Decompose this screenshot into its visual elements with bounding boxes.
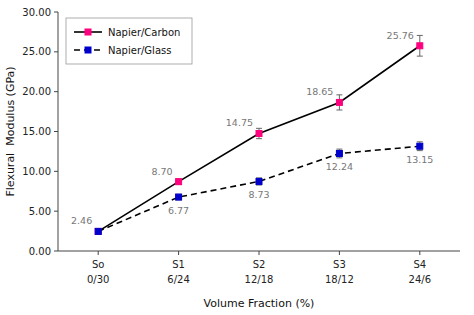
error-bar	[256, 178, 262, 185]
y-tick	[54, 91, 58, 92]
x-axis-title: Volume Fraction (%)	[204, 297, 315, 310]
data-label: 6.77	[168, 205, 189, 216]
y-tick-label: 10.00	[22, 166, 51, 177]
data-label: 12.24	[326, 161, 353, 172]
marker	[176, 194, 182, 200]
x-tick-sublabel: 12/18	[245, 274, 274, 285]
data-label: 13.15	[406, 154, 433, 165]
axes: 0.00 5.00 10.00 15.00 20.00 25.00 30.00 So 0/30 S…	[22, 7, 460, 286]
series-line	[98, 146, 420, 231]
data-label: 2.46	[71, 215, 92, 226]
y-tick	[54, 12, 58, 13]
legend: Napier/Carbon Napier/Glass	[66, 18, 192, 64]
y-tick-label: 15.00	[22, 126, 51, 137]
y-tick	[54, 131, 58, 132]
error-bar	[256, 128, 262, 138]
marker	[336, 99, 342, 105]
y-tick-label: 30.00	[22, 7, 51, 18]
legend-marker	[85, 47, 91, 53]
x-tick-sublabel: 18/12	[325, 274, 354, 285]
x-tick	[419, 251, 420, 255]
x-tick-label: S4	[413, 259, 426, 270]
plot-area	[95, 35, 423, 234]
series-line	[98, 46, 420, 232]
x-tick-sublabel: 24/6	[409, 274, 431, 285]
legend-label: Napier/Glass	[108, 45, 171, 56]
marker	[417, 43, 423, 49]
legend-marker	[85, 29, 91, 35]
error-bar	[336, 95, 342, 110]
data-label: 14.75	[226, 117, 253, 128]
legend-box	[66, 18, 192, 64]
series	[95, 35, 423, 234]
y-tick	[54, 211, 58, 212]
data-label: 8.70	[151, 166, 172, 177]
x-tick-label: S1	[172, 259, 185, 270]
marker	[176, 179, 182, 185]
error-bar	[176, 179, 182, 185]
error-bar	[417, 142, 423, 151]
legend-label: Napier/Carbon	[108, 27, 180, 38]
x-tick	[259, 251, 260, 255]
x-tick	[178, 251, 179, 255]
error-bar	[336, 149, 342, 158]
x-tick-sublabel: 6/24	[167, 274, 189, 285]
y-axis-title: Flexural Modulus (GPa)	[4, 66, 17, 196]
x-tick-sublabel: 0/30	[87, 274, 109, 285]
y-tick	[54, 251, 58, 252]
data-label: 8.73	[248, 189, 269, 200]
x-tick	[339, 251, 340, 255]
background	[0, 0, 474, 315]
y-tick-label: 25.00	[22, 46, 51, 57]
x-tick-label: S3	[333, 259, 346, 270]
x-tick	[98, 251, 99, 255]
marker	[256, 130, 262, 136]
series	[95, 142, 423, 235]
error-bar	[176, 194, 182, 200]
y-tick	[54, 171, 58, 172]
y-tick	[54, 51, 58, 52]
y-tick-label: 20.00	[22, 86, 51, 97]
marker	[256, 178, 262, 184]
data-label: 18.65	[306, 86, 333, 97]
x-tick-label: So	[92, 259, 104, 270]
chart: 0.00 5.00 10.00 15.00 20.00 25.00 30.00 So 0/30 S…	[0, 0, 474, 315]
x-tick-label: S2	[253, 259, 266, 270]
marker	[95, 228, 101, 234]
y-tick-label: 5.00	[29, 206, 51, 217]
marker	[95, 228, 101, 234]
data-label: 25.76	[387, 30, 414, 41]
y-tick-label: 0.00	[29, 246, 51, 257]
marker	[336, 150, 342, 156]
marker	[417, 143, 423, 149]
error-bar	[417, 35, 423, 56]
